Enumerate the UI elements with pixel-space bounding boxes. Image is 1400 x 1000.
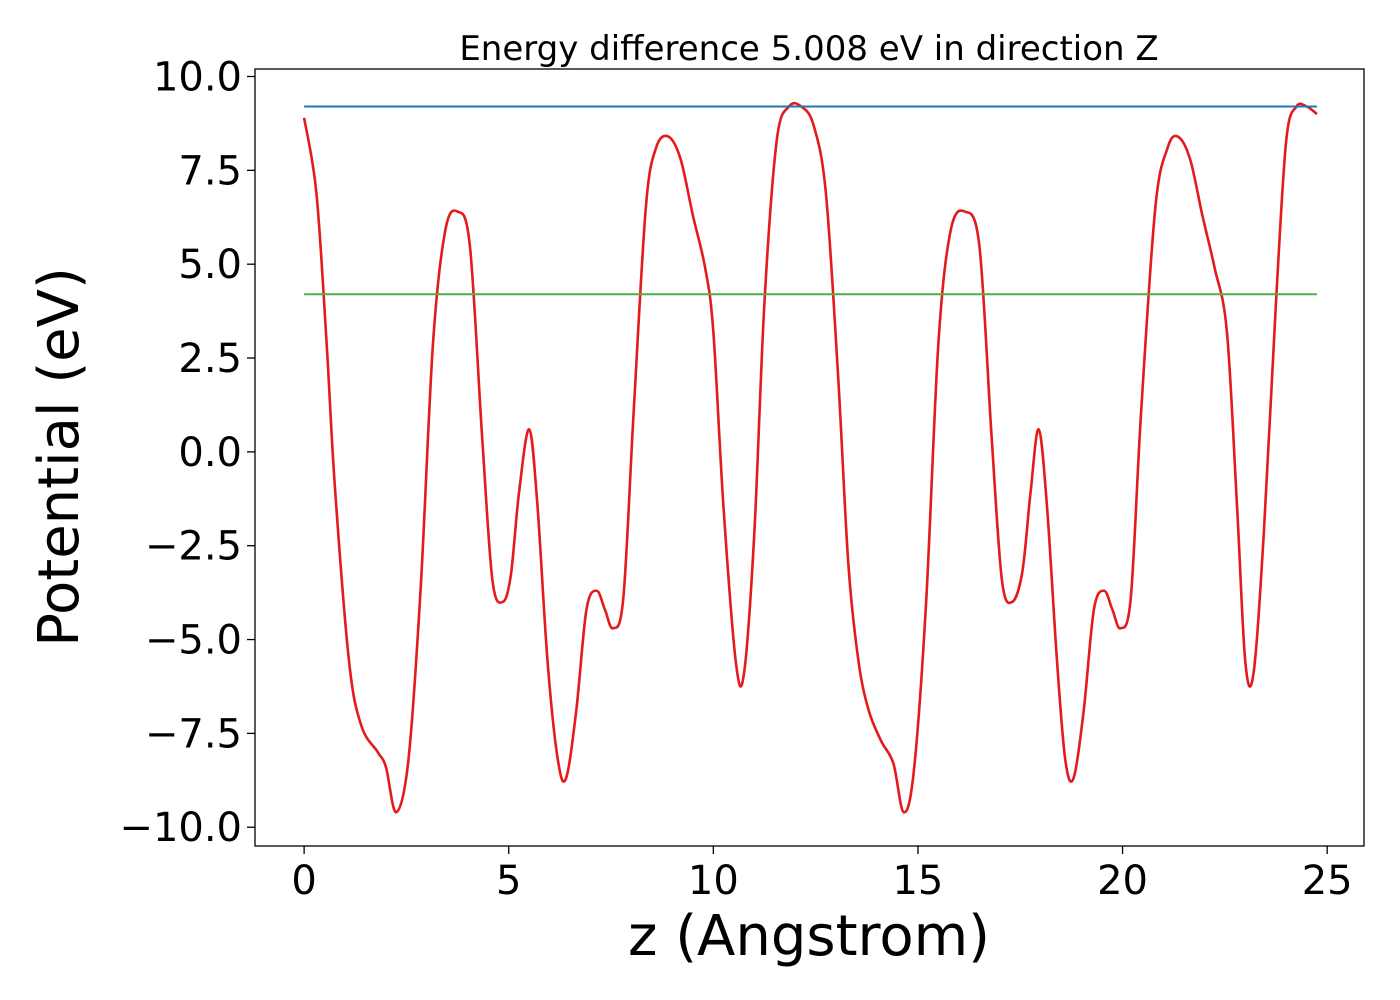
tick-layer: 0 5 10 15 20 25 10.0 7.5 5.0 2.5 0.0 −2.5 −5.0 −7.5 −1… <box>119 55 1352 904</box>
x-tick-label: 20 <box>1097 858 1148 904</box>
y-tick-label: −7.5 <box>145 711 242 757</box>
x-axis-label: z (Angstrom) <box>628 904 990 969</box>
x-tick-label: 25 <box>1302 858 1353 904</box>
series-layer <box>302 101 1318 814</box>
y-tick-label: 5.0 <box>178 242 242 288</box>
y-axis-label: Potential (eV) <box>27 267 92 647</box>
x-tick-label: 5 <box>496 858 521 904</box>
plot-frame <box>254 68 1365 847</box>
y-tick-label: 0.0 <box>178 430 242 476</box>
y-tick-label: −5.0 <box>145 618 242 664</box>
x-tick-label: 15 <box>892 858 943 904</box>
y-tick-label: 7.5 <box>178 148 242 194</box>
y-tick-label: 2.5 <box>178 336 242 382</box>
y-tick-label: −10.0 <box>119 805 242 851</box>
y-tick-label: 10.0 <box>153 55 242 101</box>
x-tick-label: 0 <box>291 858 316 904</box>
y-tick-label: −2.5 <box>145 524 242 570</box>
x-tick-label: 10 <box>688 858 739 904</box>
series-line-1 <box>302 101 1318 814</box>
chart-title: Energy difference 5.008 eV in direction … <box>459 29 1158 69</box>
